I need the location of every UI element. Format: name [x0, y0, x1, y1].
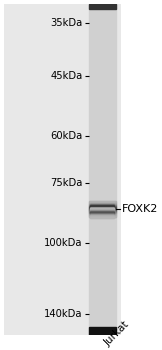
Text: 100kDa: 100kDa: [44, 238, 83, 248]
Text: 75kDa: 75kDa: [50, 178, 83, 188]
Text: FOXK2: FOXK2: [122, 204, 158, 214]
Text: 60kDa: 60kDa: [51, 131, 83, 141]
Text: 140kDa: 140kDa: [44, 309, 83, 319]
Bar: [89, 4, 116, 9]
Text: 45kDa: 45kDa: [51, 71, 83, 80]
Text: 35kDa: 35kDa: [51, 18, 83, 28]
Text: Jurkat: Jurkat: [102, 320, 131, 348]
Bar: [89, 4, 116, 335]
Bar: [89, 327, 116, 335]
